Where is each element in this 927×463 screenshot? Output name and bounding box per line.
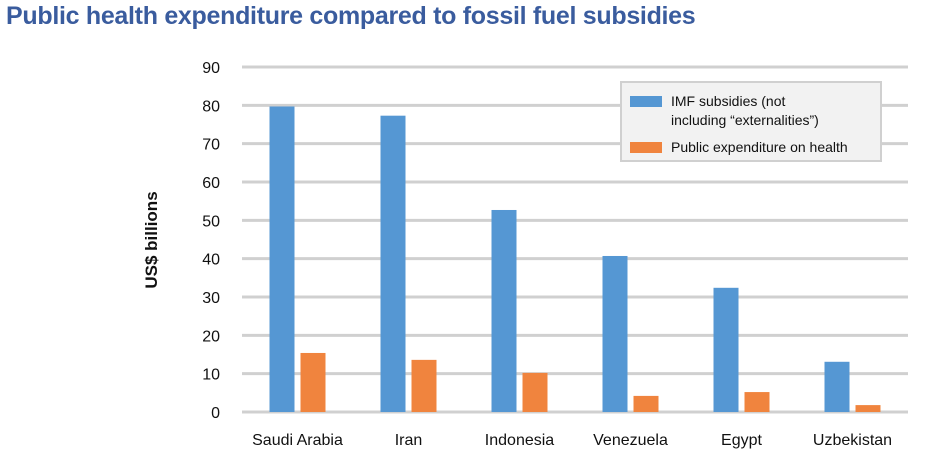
legend-label-imf-line2: including “externalities”) [671,112,819,128]
bar-imf-subsidies [713,287,739,412]
x-tick-label: Indonesia [485,432,554,449]
legend: IMF subsidies (not including “externalit… [620,81,882,162]
x-tick-label: Iran [395,432,423,449]
y-tick-label: 10 [202,367,220,384]
legend-label-health: Public expenditure on health [671,139,848,155]
bar-imf-subsidies [824,361,850,412]
y-tick-label: 70 [202,137,220,154]
y-tick-label: 30 [202,290,220,307]
x-tick-label: Uzbekistan [813,432,892,449]
x-tick-label: Egypt [721,432,762,449]
y-tick-label: 0 [211,405,220,422]
bar-health-expenditure [411,359,437,412]
bar-health-expenditure [300,352,326,412]
chart-title: Public health expenditure compared to fo… [6,2,696,30]
bar-health-expenditure [522,372,548,412]
bar-imf-subsidies [491,209,517,412]
y-tick-label: 80 [202,98,220,115]
y-tick-label: 50 [202,213,220,230]
x-tick-label: Saudi Arabia [252,432,343,449]
y-tick-label: 60 [202,175,220,192]
legend-item-imf: IMF subsidies (not including “externalit… [630,92,819,130]
bar-imf-subsidies [602,255,628,412]
legend-swatch-health [630,142,662,153]
legend-item-health: Public expenditure on health [630,138,848,157]
y-tick-label: 90 [202,60,220,77]
bar-imf-subsidies [269,106,295,412]
y-axis-label: US$ billions [142,191,161,289]
legend-swatch-imf [630,96,662,107]
bar-health-expenditure [744,392,770,412]
y-tick-label: 40 [202,252,220,269]
y-tick-label: 20 [202,328,220,345]
bar-health-expenditure [633,395,659,412]
legend-label-imf: IMF subsidies (not including “externalit… [671,92,819,130]
bar-health-expenditure [855,405,881,412]
x-tick-label: Venezuela [593,432,668,449]
legend-label-imf-line1: IMF subsidies (not [671,93,786,109]
bar-imf-subsidies [380,115,406,412]
